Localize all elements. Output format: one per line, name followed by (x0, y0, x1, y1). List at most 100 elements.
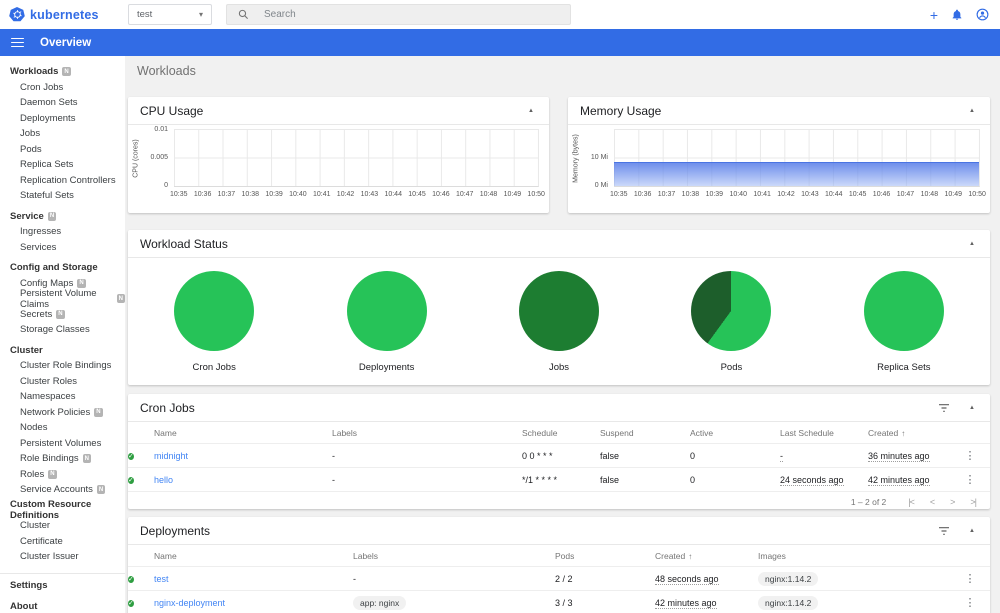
sidebar-item-about[interactable]: About (10, 601, 38, 613)
notifications-bell-icon[interactable] (951, 9, 963, 21)
memory-usage-card: Memory Usage ▲ Memory (bytes) 10 Mi 0 Mi… (568, 97, 990, 213)
col-name[interactable]: Name (154, 545, 353, 567)
sidebar-item-crd-cluster-issuer[interactable]: Cluster Issuer (20, 551, 79, 563)
sidebar-item-storage-classes[interactable]: Storage Classes (20, 324, 90, 336)
sidebar-item-persistent-volume-claims[interactable]: Persistent Volume Claims N (20, 287, 125, 310)
sidebar-section-custom-resource-definitions[interactable]: Custom Resource Definitions (10, 499, 92, 522)
col-labels: Labels (332, 422, 522, 444)
namespaced-badge: N (48, 469, 57, 479)
memory-plot-area (614, 129, 980, 187)
sidebar-item-ingresses[interactable]: Ingresses (20, 226, 62, 238)
sidebar-item-persistent-volumes[interactable]: Persistent Volumes (20, 437, 102, 449)
page-title: Workloads (137, 64, 196, 78)
table-row: ✓ midnight - 0 0 * * * false 0 - 36 minu… (128, 443, 990, 468)
pagination-range: 1 – 2 of 2 (850, 496, 887, 507)
sidebar-item-replica-sets[interactable]: Replica Sets (20, 159, 74, 171)
sidebar-item-stateful-sets[interactable]: Stateful Sets (20, 190, 74, 202)
sidebar-item-services[interactable]: Services (20, 241, 57, 253)
workload-status-pies: Cron Jobs Deployments Jobs Pods Replica … (128, 258, 990, 373)
pie-label: Pods (720, 362, 743, 373)
deployment-link[interactable]: nginx-deployment (154, 597, 226, 608)
deployments-table: Name Labels Pods Created ↑ Images ✓ test … (128, 545, 990, 613)
sidebar-section-workloads[interactable]: Workloads N (10, 66, 71, 78)
image-chip: nginx:1.14.2 (758, 571, 819, 586)
filter-icon[interactable] (938, 526, 950, 536)
sidebar-item-deployments[interactable]: Deployments (20, 112, 76, 124)
deployment-link[interactable]: test (154, 573, 169, 584)
filter-icon[interactable] (938, 403, 950, 413)
kubernetes-logo[interactable]: kubernetes (0, 7, 125, 22)
row-menu-icon[interactable]: ⋮ (950, 467, 990, 492)
table-row: ✓ hello - */1 * * * * false 0 24 seconds… (128, 467, 990, 492)
sidebar-item-crd-certificate[interactable]: Certificate (20, 535, 63, 547)
cpu-x-axis: 10:35 10:36 10:37 10:38 10:39 10:40 10:41 10:42… (170, 191, 545, 198)
sidebar-item-network-policies[interactable]: Network Policies N (20, 406, 103, 418)
col-created[interactable]: Created ↑ (655, 545, 758, 567)
namespaced-badge: N (82, 454, 91, 464)
status-ok-icon: ✓ (128, 575, 134, 583)
sidebar-section-cluster[interactable]: Cluster (10, 344, 43, 356)
sidebar-item-cron-jobs[interactable]: Cron Jobs (20, 81, 64, 93)
namespace-selector[interactable]: test ▾ (128, 4, 212, 25)
cpu-usage-chart: CPU (cores) 0.01 0.005 0 10:35 10:36 10:37… (128, 125, 549, 213)
sidebar-section-config-and-storage[interactable]: Config and Storage (10, 262, 98, 274)
sidebar-section-service[interactable]: Service N (10, 210, 57, 222)
sidebar-item-nodes[interactable]: Nodes (20, 422, 48, 434)
col-suspend: Suspend (600, 422, 690, 444)
first-page-icon[interactable]: |< (908, 496, 915, 507)
create-resource-icon[interactable]: + (929, 6, 938, 23)
sidebar-item-role-bindings[interactable]: Role Bindings N (20, 453, 91, 465)
menu-icon[interactable] (11, 37, 24, 48)
chevron-down-icon: ▾ (198, 10, 203, 19)
col-labels: Labels (353, 545, 555, 567)
memory-x-axis: 10:35 10:36 10:37 10:38 10:39 10:40 10:41 10:42… (610, 191, 986, 198)
pie-jobs (519, 271, 600, 351)
next-page-icon[interactable]: > (950, 496, 955, 507)
status-ok-icon: ✓ (128, 599, 134, 607)
row-menu-icon[interactable]: ⋮ (950, 566, 990, 591)
cronjob-link[interactable]: midnight (154, 450, 189, 461)
sidebar-item-crd-cluster[interactable]: Cluster (20, 520, 51, 532)
col-active: Active (690, 422, 780, 444)
namespaced-badge: N (116, 294, 125, 304)
row-menu-icon[interactable]: ⋮ (950, 590, 990, 613)
app-bar: kubernetes test ▾ + (0, 0, 1000, 29)
collapse-icon[interactable]: ▲ (969, 404, 975, 411)
pie-label: Jobs (548, 362, 570, 373)
sidebar-nav: Workloads N Cron Jobs Daemon Sets Deploy… (0, 56, 125, 613)
sidebar-item-config-maps[interactable]: Config Maps N (20, 277, 86, 289)
sidebar-item-roles[interactable]: Roles N (20, 468, 57, 480)
pagination: 1 – 2 of 2 |< < > >| (128, 492, 990, 511)
sidebar-item-cluster-role-bindings[interactable]: Cluster Role Bindings (20, 360, 112, 372)
search-input[interactable] (262, 8, 559, 21)
sidebar-item-pods[interactable]: Pods (20, 143, 42, 155)
row-menu-icon[interactable]: ⋮ (950, 443, 990, 468)
prev-page-icon[interactable]: < (929, 496, 935, 507)
col-name[interactable]: Name (154, 422, 332, 444)
pie-cron-jobs (174, 271, 255, 351)
collapse-icon[interactable]: ▲ (969, 107, 975, 114)
workload-status-title: Workload Status (140, 236, 228, 251)
sidebar-item-cluster-roles[interactable]: Cluster Roles (20, 375, 78, 387)
collapse-icon[interactable]: ▲ (969, 527, 975, 534)
workload-status-card: Workload Status ▲ Cron Jobs Deployments … (128, 230, 990, 385)
sidebar-item-service-accounts[interactable]: Service Accounts N (20, 484, 106, 496)
collapse-icon[interactable]: ▲ (969, 240, 975, 247)
collapse-icon[interactable]: ▲ (528, 107, 534, 114)
user-account-icon[interactable] (976, 8, 989, 21)
sidebar-item-settings[interactable]: Settings (10, 579, 48, 591)
namespaced-badge: N (77, 278, 86, 288)
sidebar-item-namespaces[interactable]: Namespaces (20, 391, 76, 403)
table-header-row: Name Labels Schedule Suspend Active Last… (128, 422, 990, 444)
search-bar[interactable] (226, 4, 571, 25)
pie-pods (691, 271, 772, 351)
last-page-icon[interactable]: >| (970, 496, 977, 507)
namespaced-badge: N (62, 67, 71, 77)
cronjob-link[interactable]: hello (154, 474, 174, 485)
col-created[interactable]: Created ↑ (868, 422, 950, 444)
sidebar-item-jobs[interactable]: Jobs (20, 128, 41, 140)
sidebar-item-daemon-sets[interactable]: Daemon Sets (20, 97, 78, 109)
sidebar-item-secrets[interactable]: Secrets N (20, 308, 65, 320)
sidebar-item-replication-controllers[interactable]: Replication Controllers (20, 174, 116, 186)
